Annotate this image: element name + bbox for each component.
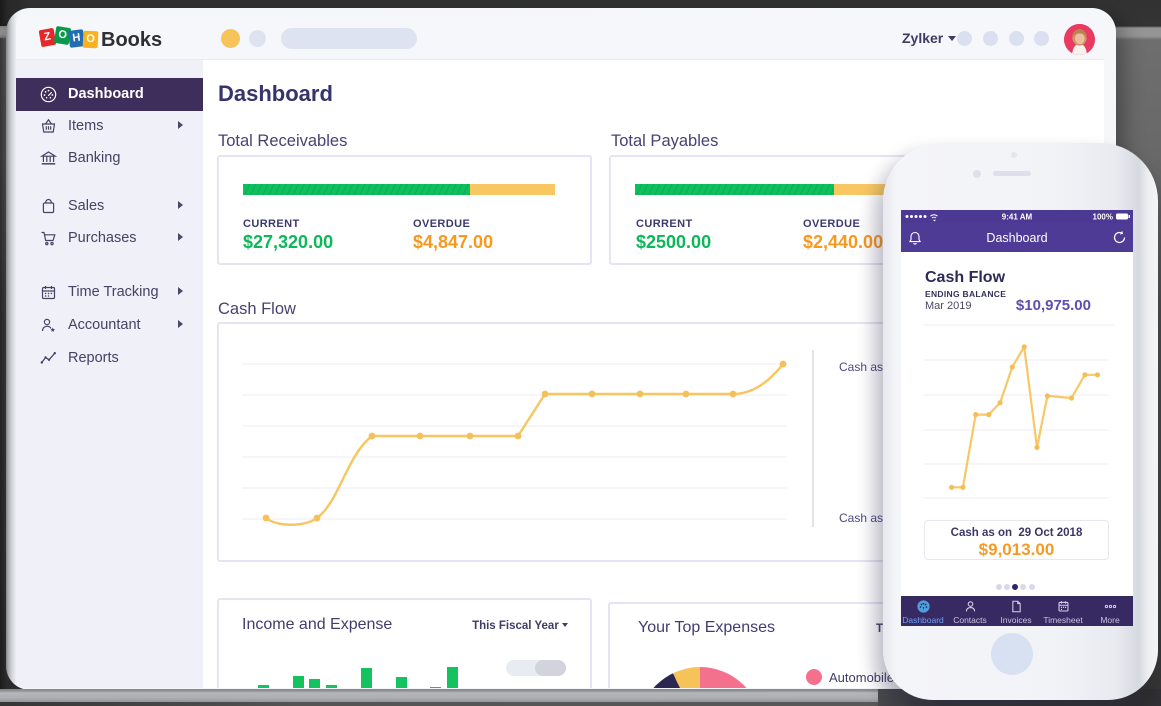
svg-text:100%: 100%	[1093, 213, 1113, 222]
svg-text:9:41 AM: 9:41 AM	[1002, 213, 1033, 222]
